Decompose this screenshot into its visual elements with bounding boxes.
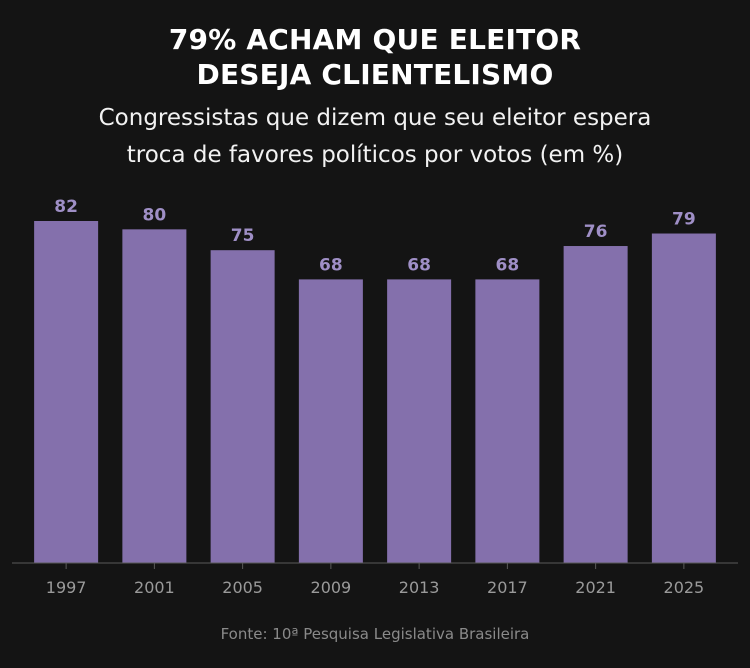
x-tick-labels-group: 1997 2001 2005 2009 2013 2017 2021 2025 [46,578,704,597]
x-ticks-group [65,563,685,569]
chart-subtitle-line-2: troca de favores políticos por votos (em… [126,142,624,168]
bars-group [34,221,716,563]
value-label-1997: 82 [54,197,78,217]
chart-subtitle-line-1: Congressistas que dizem que seu eleitor … [98,105,652,131]
x-tick-label-2009: 2009 [311,578,352,597]
x-tick-label-2025: 2025 [664,578,705,597]
chart-title: 79% ACHAM QUE ELEITOR DESEJA CLIENTELISM… [0,22,750,92]
bar-2017 [475,279,540,563]
chart-title-line-2: DESEJA CLIENTELISMO [196,58,554,91]
value-label-2025: 79 [672,210,696,230]
x-tick-label-1997: 1997 [46,578,87,597]
value-label-2017: 68 [496,255,520,275]
x-tick-label-2013: 2013 [399,578,440,597]
x-tick-label-2001: 2001 [134,578,175,597]
bar-2005 [210,250,275,563]
value-label-2021: 76 [584,222,608,242]
value-label-2013: 68 [407,255,431,275]
value-labels-group: 82 80 75 68 68 68 76 79 [54,197,695,275]
x-tick-label-2005: 2005 [222,578,263,597]
x-tick-label-2017: 2017 [487,578,528,597]
bar-1997 [34,221,99,563]
value-label-2009: 68 [319,255,343,275]
bar-2009 [298,279,363,563]
x-tick-label-2021: 2021 [575,578,616,597]
bar-2013 [387,279,452,563]
value-label-2005: 75 [231,226,255,246]
chart-title-line-1: 79% ACHAM QUE ELEITOR [168,23,582,56]
bar-2025 [651,233,716,563]
chart-subtitle: Congressistas que dizem que seu eleitor … [0,100,750,174]
value-label-2001: 80 [143,205,167,225]
bar-2021 [563,246,628,563]
bar-2001 [122,229,187,563]
source-note: Fonte: 10ª Pesquisa Legislativa Brasilei… [220,625,530,643]
